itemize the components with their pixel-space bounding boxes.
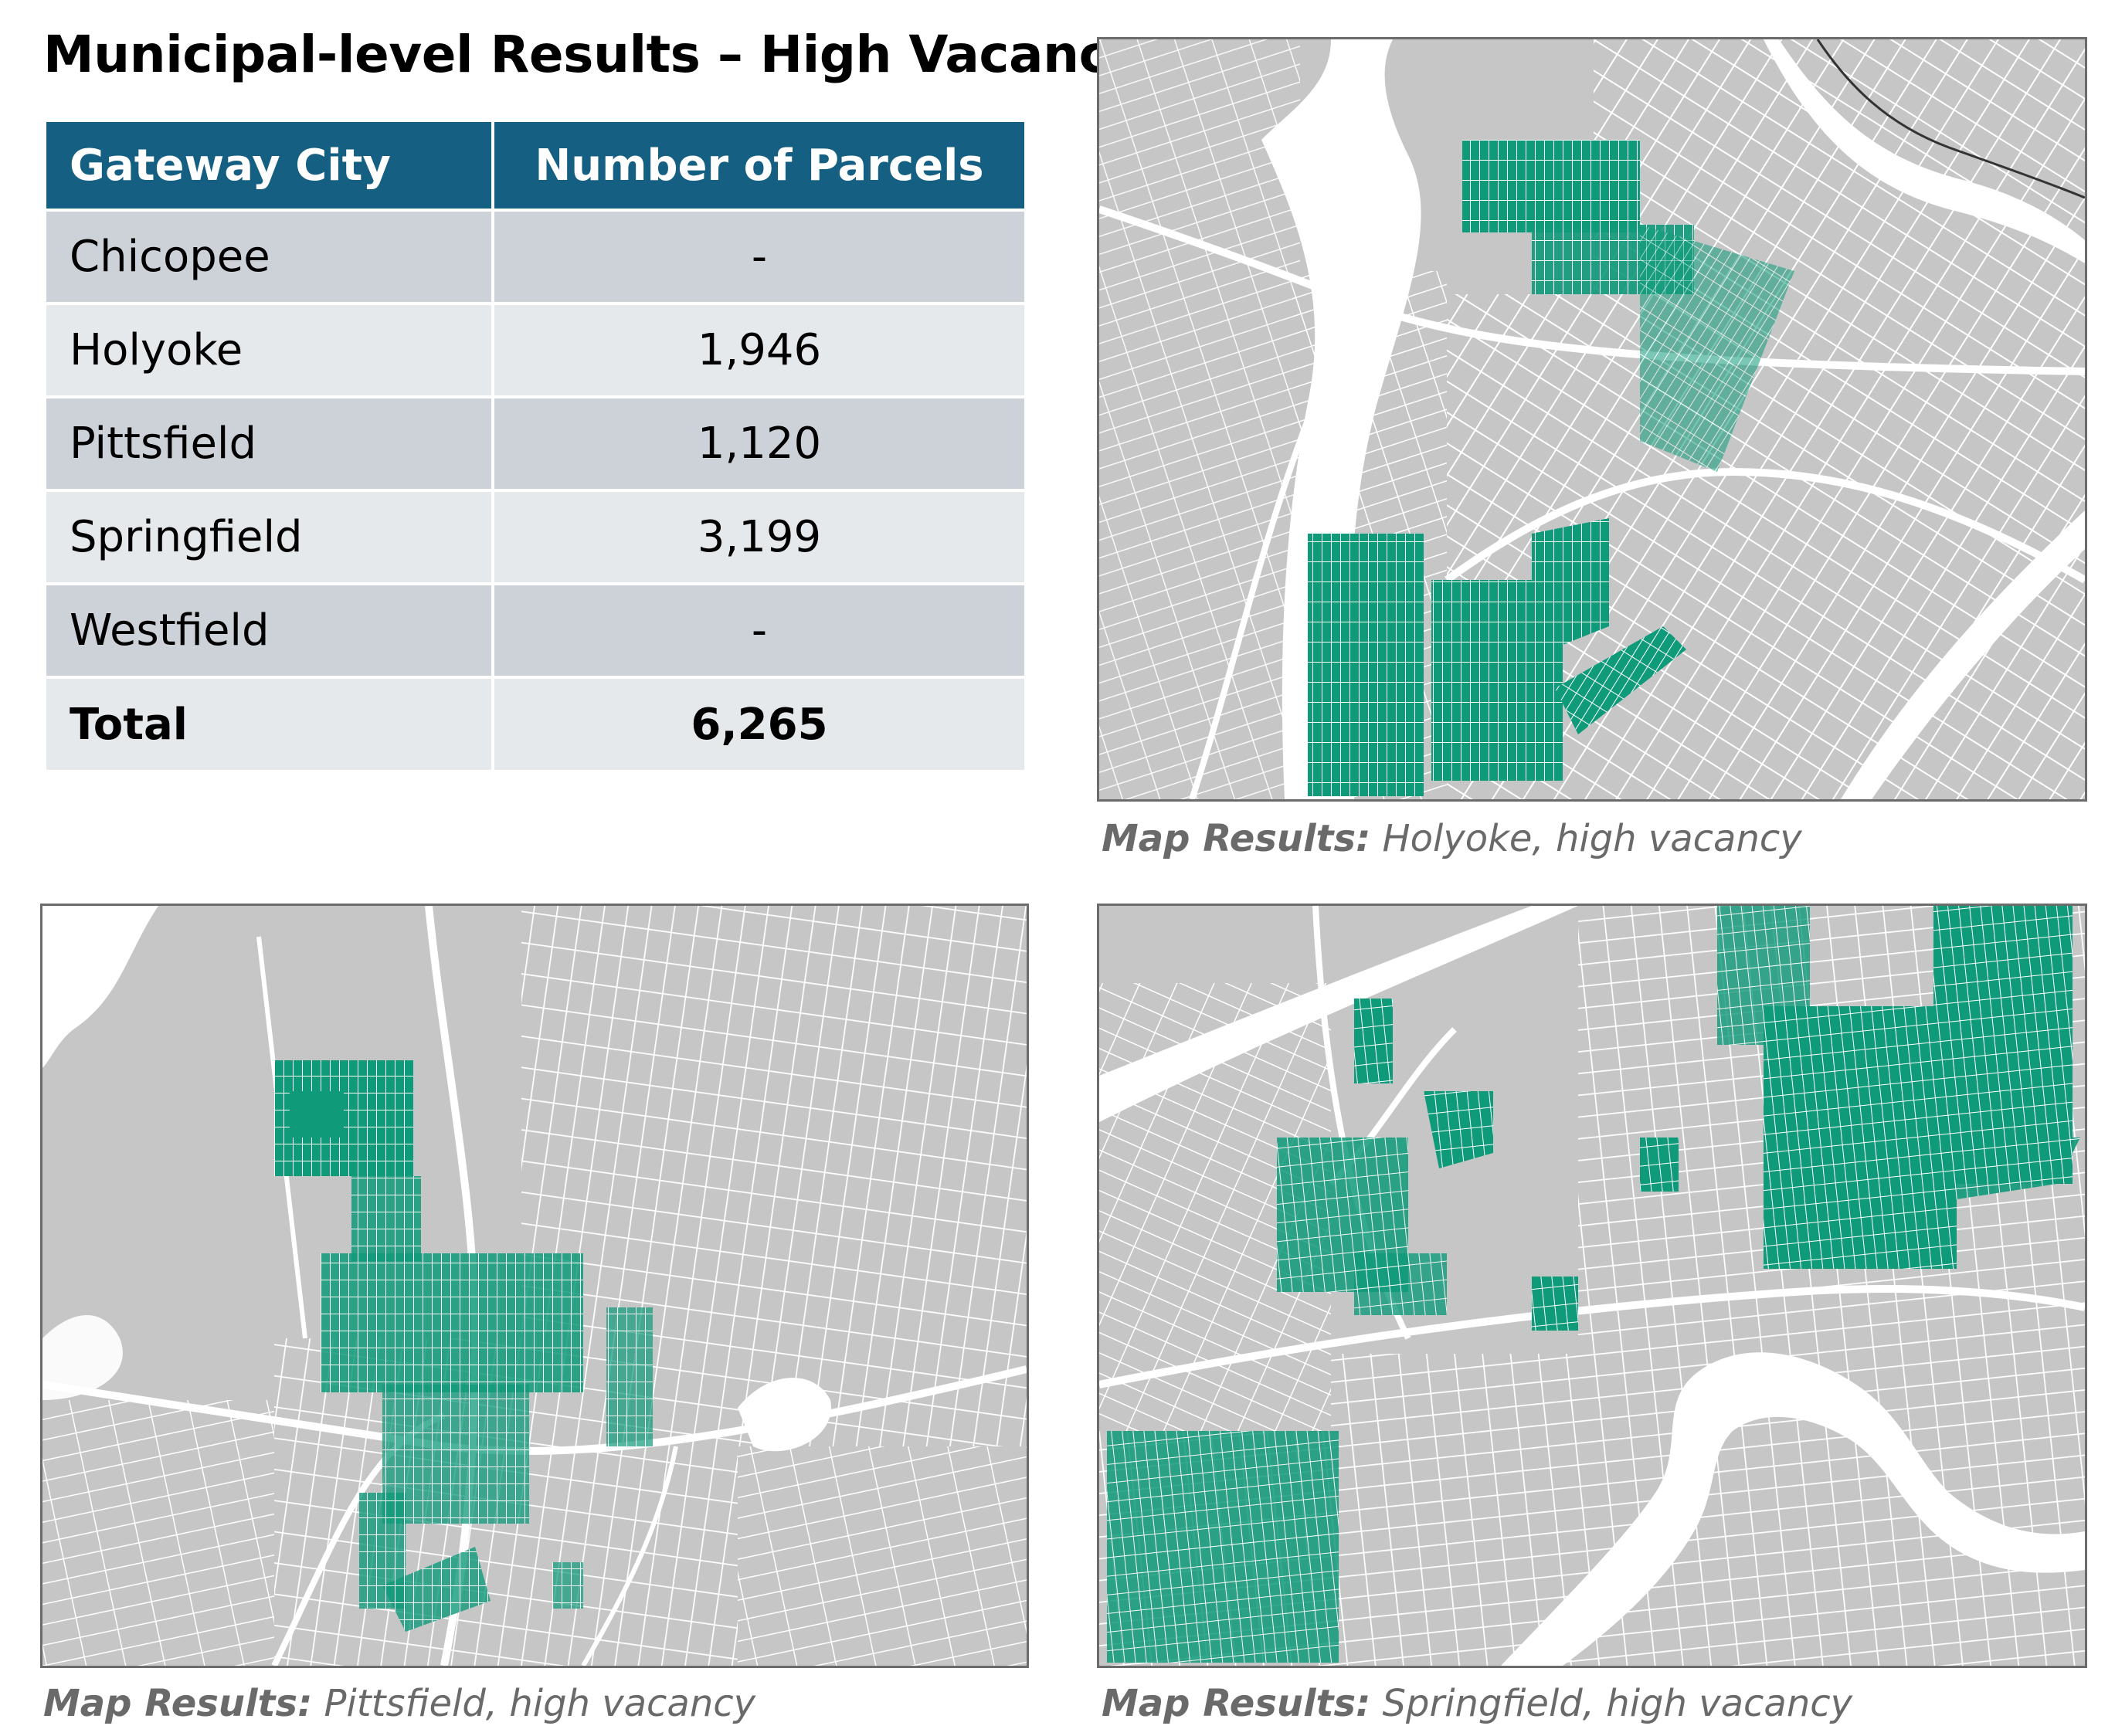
city-cell: Pittsfield [43, 395, 494, 492]
parcels-cell: - [491, 209, 1027, 305]
map-pittsfield [40, 904, 1029, 1668]
caption-text: Pittsfield, high vacancy [312, 1682, 756, 1725]
table-row: Springfield 3,199 [43, 489, 1027, 585]
table-row: Holyoke 1,946 [43, 302, 1027, 398]
caption-text: Holyoke, high vacancy [1370, 817, 1802, 860]
caption-springfield: Map Results: Springfield, high vacancy [1102, 1682, 1852, 1725]
table-total-row: Total 6,265 [43, 676, 1027, 773]
caption-holyoke: Map Results: Holyoke, high vacancy [1102, 817, 1802, 860]
parcels-cell: 1,946 [491, 302, 1027, 398]
parcels-cell: 3,199 [491, 489, 1027, 585]
column-header-parcels: Number of Parcels [491, 119, 1027, 212]
map-holyoke-graphic [1099, 39, 2085, 799]
city-cell: Springfield [43, 489, 494, 585]
column-header-city: Gateway City [43, 119, 494, 212]
parcels-cell: 1,120 [491, 395, 1027, 492]
table-row: Chicopee - [43, 209, 1027, 305]
parcels-table: Gateway City Number of Parcels Chicopee … [43, 119, 1027, 773]
map-springfield [1097, 904, 2087, 1668]
caption-lead: Map Results: [1102, 1682, 1371, 1725]
map-pittsfield-graphic [42, 906, 1027, 1666]
caption-text: Springfield, high vacancy [1370, 1682, 1853, 1725]
city-cell: Holyoke [43, 302, 494, 398]
total-value: 6,265 [491, 676, 1027, 773]
table-header-row: Gateway City Number of Parcels [43, 119, 1027, 212]
caption-lead: Map Results: [43, 1682, 313, 1725]
city-cell: Westfield [43, 582, 494, 679]
page-title: Municipal-level Results – High Vacancy [43, 25, 1142, 84]
total-label: Total [43, 676, 494, 773]
map-springfield-graphic [1099, 906, 2085, 1666]
caption-lead: Map Results: [1102, 817, 1371, 860]
table-row: Westfield - [43, 582, 1027, 679]
map-holyoke [1097, 37, 2087, 802]
parcels-cell: - [491, 582, 1027, 679]
table-row: Pittsfield 1,120 [43, 395, 1027, 492]
city-cell: Chicopee [43, 209, 494, 305]
caption-pittsfield: Map Results: Pittsfield, high vacancy [43, 1682, 755, 1725]
